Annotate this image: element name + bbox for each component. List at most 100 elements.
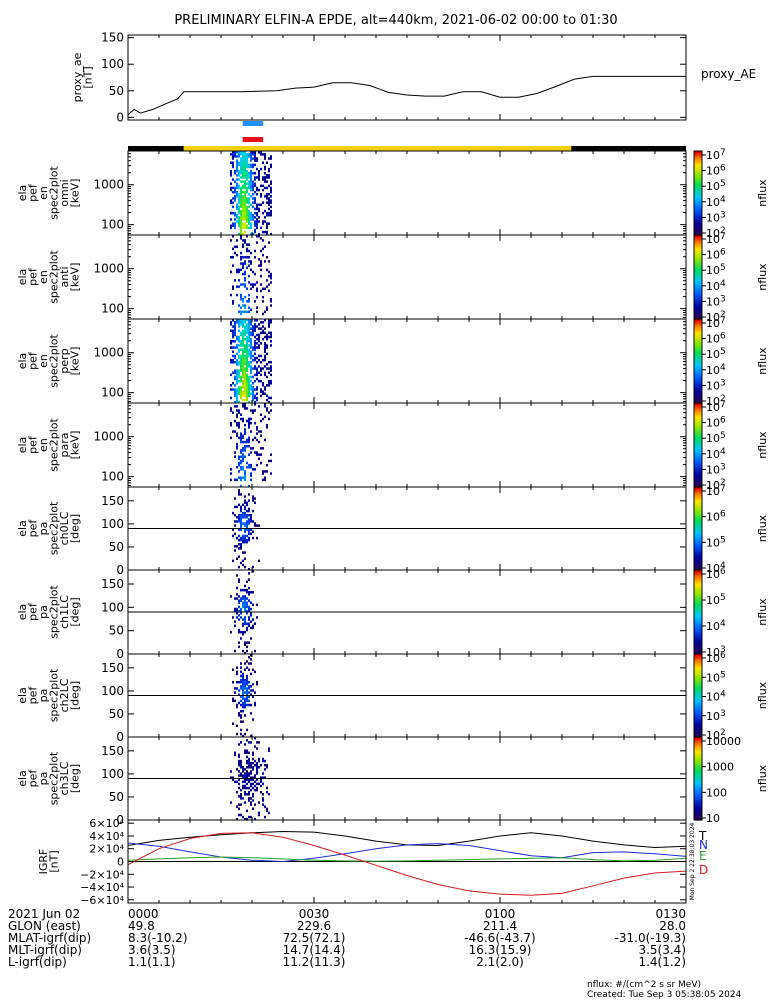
spectrogram-cell [246,216,248,219]
orbit-row-value: -46.6(-43.7) [464,931,535,945]
spectrogram-cell [268,417,270,421]
spectrogram-cell [262,782,264,786]
spectrogram-cell [246,626,248,630]
spectrogram-cell [238,518,240,521]
pitch-angle-spectrogram-3-colorbar-swatch [694,806,702,809]
spectrogram-cell [270,180,272,183]
spectrogram-cell [244,505,246,509]
spectrogram-cell [252,718,254,721]
pitch-angle-spectrogram-2-colorbar-swatch [694,689,702,692]
spectrogram-cell [230,161,232,164]
spectrogram-cell [260,367,262,370]
pitch-angle-spectrogram-2-colorbar-swatch [694,716,702,719]
spectrogram-cell [248,453,250,456]
spectrogram-cell [240,543,242,546]
spectrogram-cell [234,375,236,379]
spectrogram-cell [270,214,272,217]
spectrogram-cell [238,388,240,391]
spectrogram-cell [254,283,256,286]
spectrogram-cell [244,430,246,433]
spectrogram-cell [256,188,258,192]
energy-spectrogram-1-colorbar-swatch [694,282,702,285]
spectrogram-cell [242,348,244,351]
spectrogram-cell [238,153,240,156]
spectrogram-cell [256,451,258,454]
spectrogram-cell [254,172,256,175]
spectrogram-cell [250,478,252,482]
spectrogram-cell [242,337,244,341]
spectrogram-cell [238,476,240,479]
spectrogram-cell [234,620,236,623]
spectrogram-cell [244,367,246,370]
energy-spectrogram-0-colorbar-swatch [694,193,702,195]
spectrogram-cell [246,249,248,253]
spectrogram-cell [258,335,260,339]
spectrogram-cell [256,778,258,781]
spectrogram-cell [232,776,234,779]
energy-spectrogram-3-colorbar-swatch [694,471,702,474]
spectrogram-cell [246,440,248,444]
spectrogram-cell [252,333,254,337]
spectrogram-cell [268,396,270,400]
spectrogram-cell [238,379,240,383]
energy-spectrogram-3-colorbar-swatch [694,456,702,459]
igrf-ytick-label: −4×10⁴ [80,881,124,894]
spectrogram-cell [248,377,250,381]
spectrogram-cell [232,205,234,209]
spectrogram-cell [236,557,238,561]
spectrogram-cell [254,367,256,370]
pitch-angle-spectrogram-2-colorbar-swatch [694,681,702,684]
spectrogram-cell [238,807,240,811]
spectrogram-cell [252,163,254,167]
spectrogram-cell [256,295,258,299]
spectrogram-cell [250,693,252,696]
spectrogram-cell [246,641,248,644]
spectrogram-cell [244,182,246,185]
spectrogram-cell [258,559,260,563]
energy-spectrogram-3-colorbar-swatch [694,418,702,421]
pitch-angle-spectrogram-3-colorbar-swatch [694,739,702,742]
pitch-angle-spectrogram-1-colorbar-swatch [694,614,702,617]
pitch-angle-spectrogram-0-colorbar-swatch [694,558,702,561]
orbit-row-value: 0030 [299,907,330,921]
spectrogram-cell [254,323,256,326]
spectrogram-cell [240,714,242,717]
sunlight-status-segment [571,146,686,151]
spectrogram-cell [258,813,260,817]
energy-spectrogram-1-colorbar-swatch [694,292,702,295]
spectrogram-cell [248,520,250,523]
spectrogram-cell [244,501,246,504]
pitch-angle-spectrogram-1-colorbar-label: nflux [756,598,769,626]
spectrogram-cell [232,388,234,391]
spectrogram-cell [242,342,244,345]
spectrogram-cell [250,151,252,154]
spectrogram-cell [242,797,244,800]
pitch-angle-spectrogram-1-colorbar-swatch [694,570,702,572]
spectrogram-cell [252,325,254,328]
spectrogram-cell [260,388,262,391]
energy-spectrogram-2-ytick-label: 1000 [93,346,124,360]
spectrogram-cell [258,220,260,223]
spectrogram-cell [262,390,264,393]
pitch-angle-spectrogram-2-colorbar-swatch [694,688,702,691]
spectrogram-cell [258,358,260,362]
spectrogram-cell [236,319,238,322]
energy-spectrogram-3-colorbar-swatch [694,436,702,439]
spectrogram-cell [268,371,270,374]
spectrogram-cell [264,155,266,158]
spectrogram-cell [258,371,260,374]
spectrogram-cell [234,597,236,600]
spectrogram-cell [232,157,234,160]
pitch-angle-spectrogram-1-colorbar-swatch [694,633,702,635]
pitch-angle-spectrogram-0-colorbar-swatch [694,540,702,543]
spectrogram-cell [238,310,240,314]
spectrogram-cell [264,768,266,771]
spectrogram-cell [238,325,240,328]
energy-spectrogram-1-colorbar-swatch [694,261,702,264]
spectrogram-cell [230,188,232,192]
spectrogram-cell [246,419,248,423]
pitch-angle-spectrogram-0-colorbar-swatch [694,567,702,570]
spectrogram-cell [240,203,242,206]
spectrogram-cell [250,308,252,311]
energy-spectrogram-1-colorbar-swatch [694,236,702,239]
